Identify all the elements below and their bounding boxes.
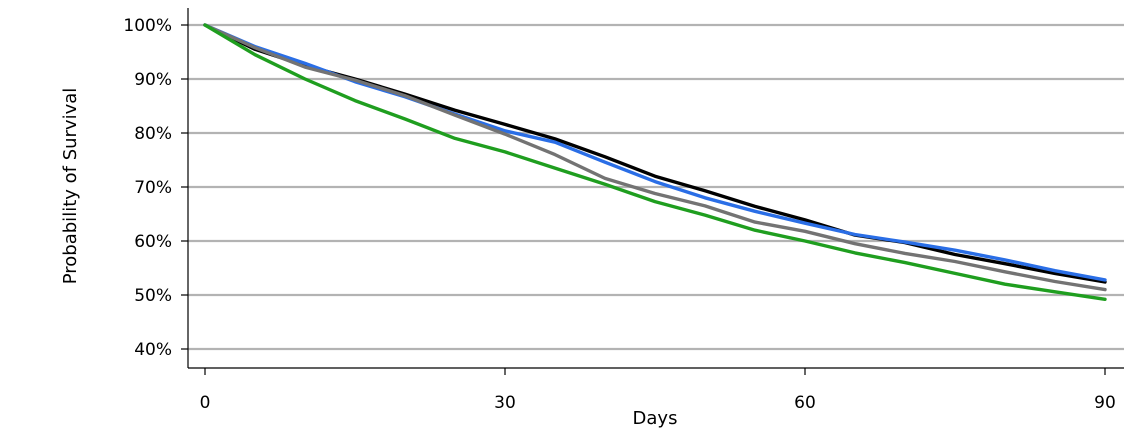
y-axis-label: Probability of Survival — [60, 88, 81, 285]
series-lines — [203, 23, 1107, 301]
series-line-4 — [203, 23, 1107, 301]
x-tick-label: 60 — [794, 393, 816, 413]
y-tick-label: 90% — [134, 70, 172, 90]
axis-labels: Days Probability of Survival — [60, 88, 677, 429]
series-line-1 — [203, 23, 1107, 284]
x-axis-label: Days — [633, 408, 678, 429]
y-tick-label: 70% — [134, 178, 172, 198]
axes: 40% 50% 60% 70% 80% 90% 100% 0 30 60 90 — [123, 8, 1124, 413]
y-tick-label: 40% — [134, 340, 172, 360]
y-tick-label: 50% — [134, 286, 172, 306]
x-tick-label: 30 — [494, 393, 516, 413]
x-tick-label: 90 — [1094, 393, 1116, 413]
y-tick-label: 80% — [134, 124, 172, 144]
y-tick-label: 60% — [134, 232, 172, 252]
series-line-3 — [203, 23, 1107, 292]
y-tick-label: 100% — [123, 16, 172, 36]
x-tick-label: 0 — [200, 393, 211, 413]
